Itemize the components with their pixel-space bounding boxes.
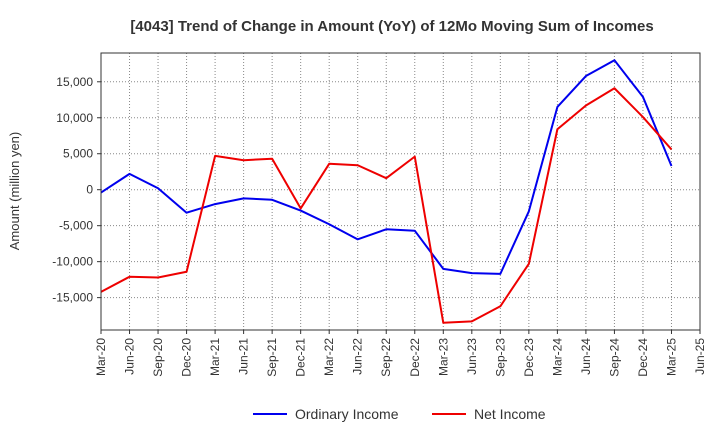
y-tick-label: 0 [86, 183, 93, 197]
y-axis-ticks: -15,000 -10,000 -5,000 0 5,000 10,000 15,000 [52, 75, 101, 305]
x-tick-label: Dec-21 [294, 338, 308, 377]
y-tick-label: -5,000 [59, 219, 93, 233]
x-tick-label: Mar-25 [664, 338, 678, 376]
plot-frame [100, 52, 701, 331]
series-line-1 [100, 87, 673, 324]
y-axis-label: Amount (million yen) [7, 132, 22, 251]
x-tick-label: Mar-21 [208, 338, 222, 376]
x-tick-label: Sep-24 [607, 338, 621, 377]
x-tick-label: Jun-24 [579, 338, 593, 375]
x-tick-label: Mar-22 [322, 338, 336, 376]
x-tick-label: Sep-21 [265, 338, 279, 377]
legend-label: Ordinary Income [295, 406, 399, 422]
y-tick-label: 10,000 [56, 111, 93, 125]
y-tick-label: -10,000 [52, 255, 93, 269]
y-tick-label: 15,000 [56, 75, 93, 89]
gridlines [101, 53, 700, 330]
x-tick-label: Dec-20 [180, 338, 194, 377]
x-tick-label: Jun-22 [351, 338, 365, 375]
x-tick-label: Jun-23 [465, 338, 479, 375]
x-tick-label: Mar-23 [436, 338, 450, 376]
series-line-0 [100, 59, 673, 275]
x-tick-label: Jun-25 [693, 338, 707, 375]
x-tick-label: Sep-22 [379, 338, 393, 377]
x-tick-label: Sep-23 [493, 338, 507, 377]
x-tick-label: Jun-20 [123, 338, 137, 375]
x-tick-label: Dec-24 [636, 338, 650, 377]
x-tick-label: Mar-20 [94, 338, 108, 376]
x-tick-label: Dec-23 [522, 338, 536, 377]
x-tick-label: Sep-20 [151, 338, 165, 377]
chart-title: [4043] Trend of Change in Amount (YoY) o… [130, 18, 653, 35]
series-lines [100, 59, 673, 324]
legend-label: Net Income [474, 406, 546, 422]
y-tick-label: -15,000 [52, 291, 93, 305]
x-tick-label: Jun-21 [237, 338, 251, 375]
x-axis-ticks: Mar-20 Jun-20 Sep-20 Dec-20 Mar-21 Jun-21 Sep-… [94, 330, 707, 377]
y-tick-label: 5,000 [63, 147, 93, 161]
x-tick-label: Dec-22 [408, 338, 422, 377]
legend: Ordinary Income Net Income [253, 406, 546, 422]
x-tick-label: Mar-24 [550, 338, 564, 376]
